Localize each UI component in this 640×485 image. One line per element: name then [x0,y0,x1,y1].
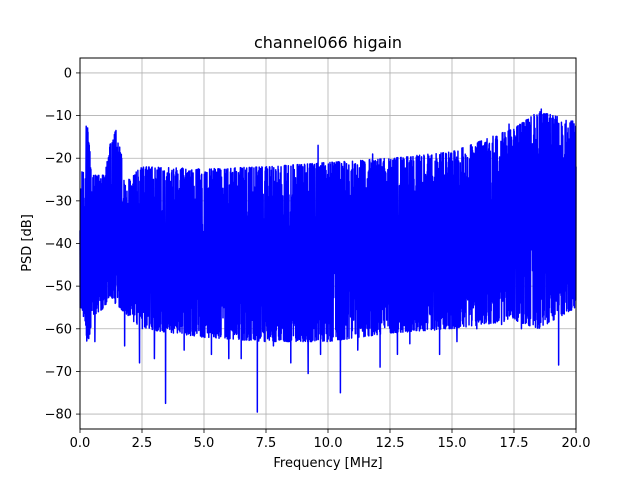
y-tick-label: −70 [45,365,72,380]
x-tick-label: 10.0 [314,436,343,451]
x-axis-label: Frequency [MHz] [273,456,382,471]
y-tick-label: −50 [45,280,72,295]
y-tick-label: −10 [45,109,72,124]
psd-series-line [79,108,577,413]
x-tick-label: 2.5 [132,436,153,451]
y-tick-label: −80 [45,408,72,423]
y-tick-label: 0 [64,66,72,81]
x-tick-label: 20.0 [562,436,591,451]
ticks: 0.0 2.5 5.0 7.5 10.0 12.5 15.0 17.5 20.0 0 −10 −20 −… [45,66,591,451]
y-tick-label: −20 [45,152,72,167]
x-tick-label: 12.5 [376,436,405,451]
x-tick-label: 15.0 [438,436,467,451]
x-tick-label: 7.5 [256,436,277,451]
x-tick-label: 5.0 [194,436,215,451]
series-psd [79,108,577,413]
x-tick-label: 17.5 [500,436,529,451]
y-tick-label: −60 [45,322,72,337]
y-tick-label: −40 [45,237,72,252]
x-tick-label: 0.0 [70,436,91,451]
y-tick-label: −30 [45,194,72,209]
y-axis-label: PSD [dB] [20,214,35,272]
chart-title: channel066 higain [254,33,402,52]
